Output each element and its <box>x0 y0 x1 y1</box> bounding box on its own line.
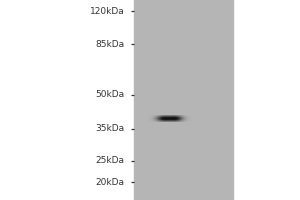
Text: 85kDa: 85kDa <box>95 40 124 49</box>
Text: 25kDa: 25kDa <box>95 156 124 165</box>
Text: 120kDa: 120kDa <box>90 7 124 16</box>
Bar <box>134 0 232 200</box>
Text: 50kDa: 50kDa <box>95 90 124 99</box>
Text: 35kDa: 35kDa <box>95 124 124 133</box>
Text: 20kDa: 20kDa <box>95 178 124 187</box>
